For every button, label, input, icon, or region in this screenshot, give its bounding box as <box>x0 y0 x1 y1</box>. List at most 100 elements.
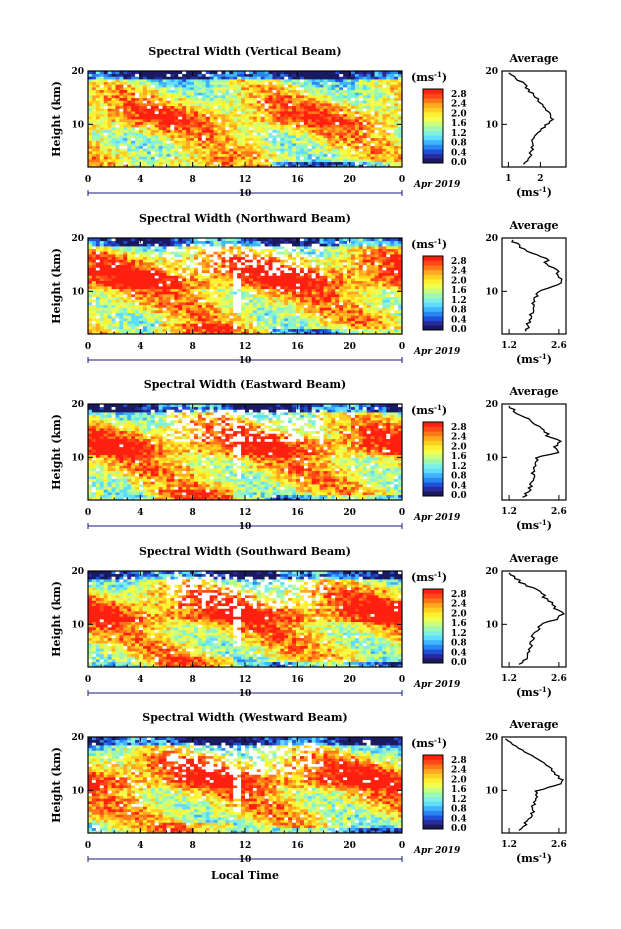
day-label: 10 <box>239 689 252 699</box>
colorbar-tick-label: 0.0 <box>451 158 467 168</box>
average-title: Average <box>508 385 558 398</box>
colorbar-swatch <box>423 810 443 816</box>
heatmap-cells <box>88 404 403 501</box>
colorbar-swatch <box>423 283 443 289</box>
y-tick-label: 10 <box>71 120 84 130</box>
x-tick-label: 12 <box>239 841 252 851</box>
x-tick-label: 8 <box>190 841 196 851</box>
average-profile-line <box>508 572 566 665</box>
panel-5: Spectral Width (Westward Beam) 0 4 8 12 16 20 0… <box>50 711 567 865</box>
average-title: Average <box>508 718 558 731</box>
colorbar-swatch <box>423 288 443 294</box>
x-tick-label: 0 <box>85 175 91 185</box>
colorbar-swatch <box>423 801 443 807</box>
x-tick-label: 16 <box>291 841 304 851</box>
colorbar-frame <box>422 88 444 164</box>
average-profile-line <box>511 239 563 332</box>
colorbar-swatch <box>423 102 443 108</box>
colorbar-swatch <box>423 121 443 127</box>
colorbar-swatch <box>423 459 443 464</box>
colorbar-tick-label: 2.0 <box>451 109 467 119</box>
colorbar-swatch <box>423 149 443 155</box>
colorbar-tick-label: 2.8 <box>451 590 467 600</box>
colorbar-swatch <box>423 116 443 122</box>
x-tick-label: 0 <box>85 342 91 352</box>
colorbar-swatch <box>423 598 443 604</box>
y-tick-label: 10 <box>71 287 84 297</box>
panel-4: Spectral Width (Southward Beam) 0 4 8 12 16 20… <box>50 545 567 699</box>
colorbar-swatch <box>423 440 443 446</box>
colorbar-tick-label: 1.2 <box>451 296 467 306</box>
colorbar-tick-label: 0.0 <box>451 325 467 335</box>
colorbar-swatch <box>423 256 443 261</box>
colorbar-swatch <box>423 297 443 303</box>
colorbar-tick-label: 2.4 <box>451 267 467 277</box>
colorbar-swatch <box>423 426 443 432</box>
date-label: Apr 2019 <box>413 180 461 190</box>
colorbar-swatch <box>423 135 443 141</box>
colorbar-swatch <box>423 755 443 760</box>
x-tick-label: 16 <box>291 508 304 518</box>
colorbar-swatch <box>423 612 443 618</box>
average-profile-line <box>508 405 563 498</box>
date-label: Apr 2019 <box>413 846 461 856</box>
colorbar-swatch <box>423 773 443 779</box>
colorbar-tick-label: 2.0 <box>451 276 467 286</box>
colorbar-unit: (ms-1) <box>411 403 447 417</box>
colorbar-swatch <box>423 139 443 145</box>
colorbar-unit: (ms-1) <box>411 237 447 251</box>
colorbar-swatch <box>423 435 443 441</box>
colorbar-tick-label: 0.4 <box>451 648 467 658</box>
x-axis-label: Local Time <box>211 869 279 882</box>
colorbar-swatch <box>423 782 443 788</box>
colorbar-tick-label: 0.0 <box>451 491 467 501</box>
x-tick-label: 8 <box>190 175 196 185</box>
average-x-tick-label: 1.2 <box>501 674 517 684</box>
colorbar-tick-label: 0.4 <box>451 481 467 491</box>
y-axis-label: Height (km) <box>50 248 63 324</box>
x-tick-label: 0 <box>399 175 405 185</box>
x-tick-label: 0 <box>399 342 405 352</box>
x-tick-label: 0 <box>85 508 91 518</box>
x-tick-label: 0 <box>399 675 405 685</box>
colorbar-swatch <box>423 468 443 474</box>
panel-1: Spectral Width (Vertical Beam)0 4 8 12 16 20 0… <box>50 45 567 199</box>
colorbar-tick-label: 0.8 <box>451 306 467 316</box>
x-tick-label: 4 <box>137 841 143 851</box>
colorbar-swatch <box>423 306 443 312</box>
colorbar-swatch <box>423 630 443 636</box>
y-tick-label: 20 <box>71 67 84 77</box>
x-tick-label: 8 <box>190 675 196 685</box>
average-y-tick-label: 10 <box>485 786 498 796</box>
colorbar-swatch <box>423 269 443 275</box>
x-tick-label: 12 <box>239 342 252 352</box>
y-tick-label: 20 <box>71 234 84 244</box>
x-tick-label: 0 <box>85 675 91 685</box>
panel-title: Spectral Width (Eastward Beam) <box>144 378 346 391</box>
colorbar-tick-label: 0.8 <box>451 472 467 482</box>
colorbar-swatch <box>423 649 443 655</box>
x-tick-label: 4 <box>137 675 143 685</box>
colorbar-tick-label: 1.6 <box>451 619 467 629</box>
average-x-tick-label: 1.2 <box>501 341 517 351</box>
colorbar-swatch <box>423 93 443 99</box>
panel-title: Spectral Width (Northward Beam) <box>139 212 351 225</box>
y-tick-label: 20 <box>71 400 84 410</box>
y-tick-label: 10 <box>71 453 84 463</box>
colorbar-swatch <box>423 491 443 497</box>
colorbar-swatch <box>423 768 443 774</box>
colorbar-swatch <box>423 639 443 645</box>
colorbar-swatch <box>423 431 443 437</box>
colorbar-swatch <box>423 316 443 322</box>
colorbar-tick-label: 2.8 <box>451 756 467 766</box>
average-x-tick-label: 1.2 <box>501 840 517 850</box>
colorbar-swatch <box>423 616 443 622</box>
x-tick-label: 16 <box>291 342 304 352</box>
colorbar-swatch <box>423 89 443 94</box>
average-y-tick-label: 10 <box>485 453 498 463</box>
average-title: Average <box>508 219 558 232</box>
x-tick-label: 16 <box>291 675 304 685</box>
x-tick-label: 4 <box>137 175 143 185</box>
day-label: 10 <box>239 855 252 865</box>
average-x-tick-label: 1.2 <box>501 507 517 517</box>
